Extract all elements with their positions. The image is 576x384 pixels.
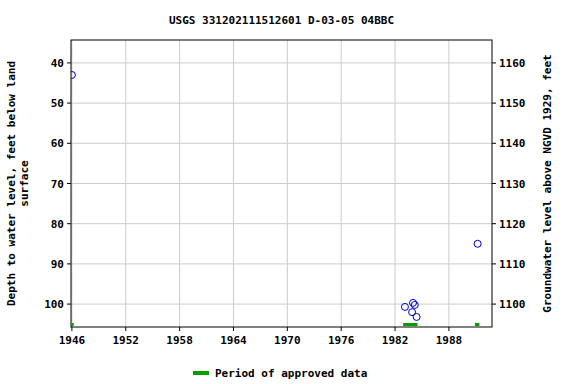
tick [492, 62, 496, 63]
tick [71, 327, 72, 331]
tick [67, 62, 71, 63]
y2-tick-label: 1110 [499, 258, 526, 271]
tick [395, 327, 396, 331]
label-line: Depth to water level, feet below land [5, 61, 18, 306]
y-tick-label: 80 [51, 218, 64, 231]
y-tick-label: 100 [44, 298, 64, 311]
tick [448, 327, 449, 331]
x-tick-label: 1988 [436, 334, 463, 347]
y-tick-label: 60 [51, 137, 64, 150]
tick [492, 223, 496, 224]
data-point [413, 313, 420, 320]
x-tick-label: 1952 [113, 334, 140, 347]
tick [492, 263, 496, 264]
grid-line [71, 223, 492, 224]
legend-label: Period of approved data [215, 367, 367, 380]
y-tick-label: 50 [51, 97, 64, 110]
y2-tick-label: 1130 [499, 178, 526, 191]
title: USGS 331202111512601 D-03-05 04BBC [169, 14, 394, 27]
data-point [401, 303, 408, 310]
grid-line [71, 304, 492, 305]
tick [341, 327, 342, 331]
approved-period [475, 323, 479, 326]
x-tick-label: 1970 [274, 334, 301, 347]
tick [67, 304, 71, 305]
legend-swatch [193, 371, 209, 375]
y-tick-label: 40 [51, 57, 64, 70]
tick [125, 327, 126, 331]
grid-line [71, 62, 492, 63]
plot-frame [71, 40, 492, 327]
approved-period [71, 323, 74, 326]
approved-period [403, 323, 417, 326]
tick [67, 143, 71, 144]
chart: USGS 331202111512601 D-03-05 04BBC 1946 19… [0, 0, 576, 384]
tick [492, 304, 496, 305]
data-point [474, 240, 481, 247]
x-tick-label: 1964 [220, 334, 247, 347]
tick [67, 103, 71, 104]
y2-tick-label: 1160 [499, 57, 526, 70]
y-axis-label: Depth to water level, feet below landsur… [5, 61, 31, 306]
x-tick-label: 1958 [166, 334, 193, 347]
y2-axis-label: Groundwater level above NGVD 1929, feet [541, 54, 554, 312]
tick [179, 327, 180, 331]
data-point [410, 299, 417, 306]
tick [492, 183, 496, 184]
y2-tick-label: 1150 [499, 97, 526, 110]
y2-tick-label: 1100 [499, 298, 526, 311]
data-point [411, 301, 418, 308]
y2-tick-label: 1140 [499, 137, 526, 150]
tick [492, 103, 496, 104]
x-tick-label: 1946 [59, 334, 86, 347]
tick [492, 143, 496, 144]
tick [287, 327, 288, 331]
grid-line [71, 103, 492, 104]
marks [71, 71, 481, 326]
x-tick-label: 1976 [328, 334, 355, 347]
tick [67, 183, 71, 184]
tick [67, 223, 71, 224]
grid-line [71, 263, 492, 264]
y-tick-label: 70 [51, 178, 64, 191]
grid-line [71, 183, 492, 184]
y-tick-label: 90 [51, 258, 64, 271]
tick [233, 327, 234, 331]
label-line: surface [18, 160, 31, 207]
x-tick-label: 1982 [382, 334, 409, 347]
y2-tick-label: 1120 [499, 218, 526, 231]
data-point [71, 71, 75, 78]
grid-line [71, 143, 492, 144]
tick [67, 263, 71, 264]
